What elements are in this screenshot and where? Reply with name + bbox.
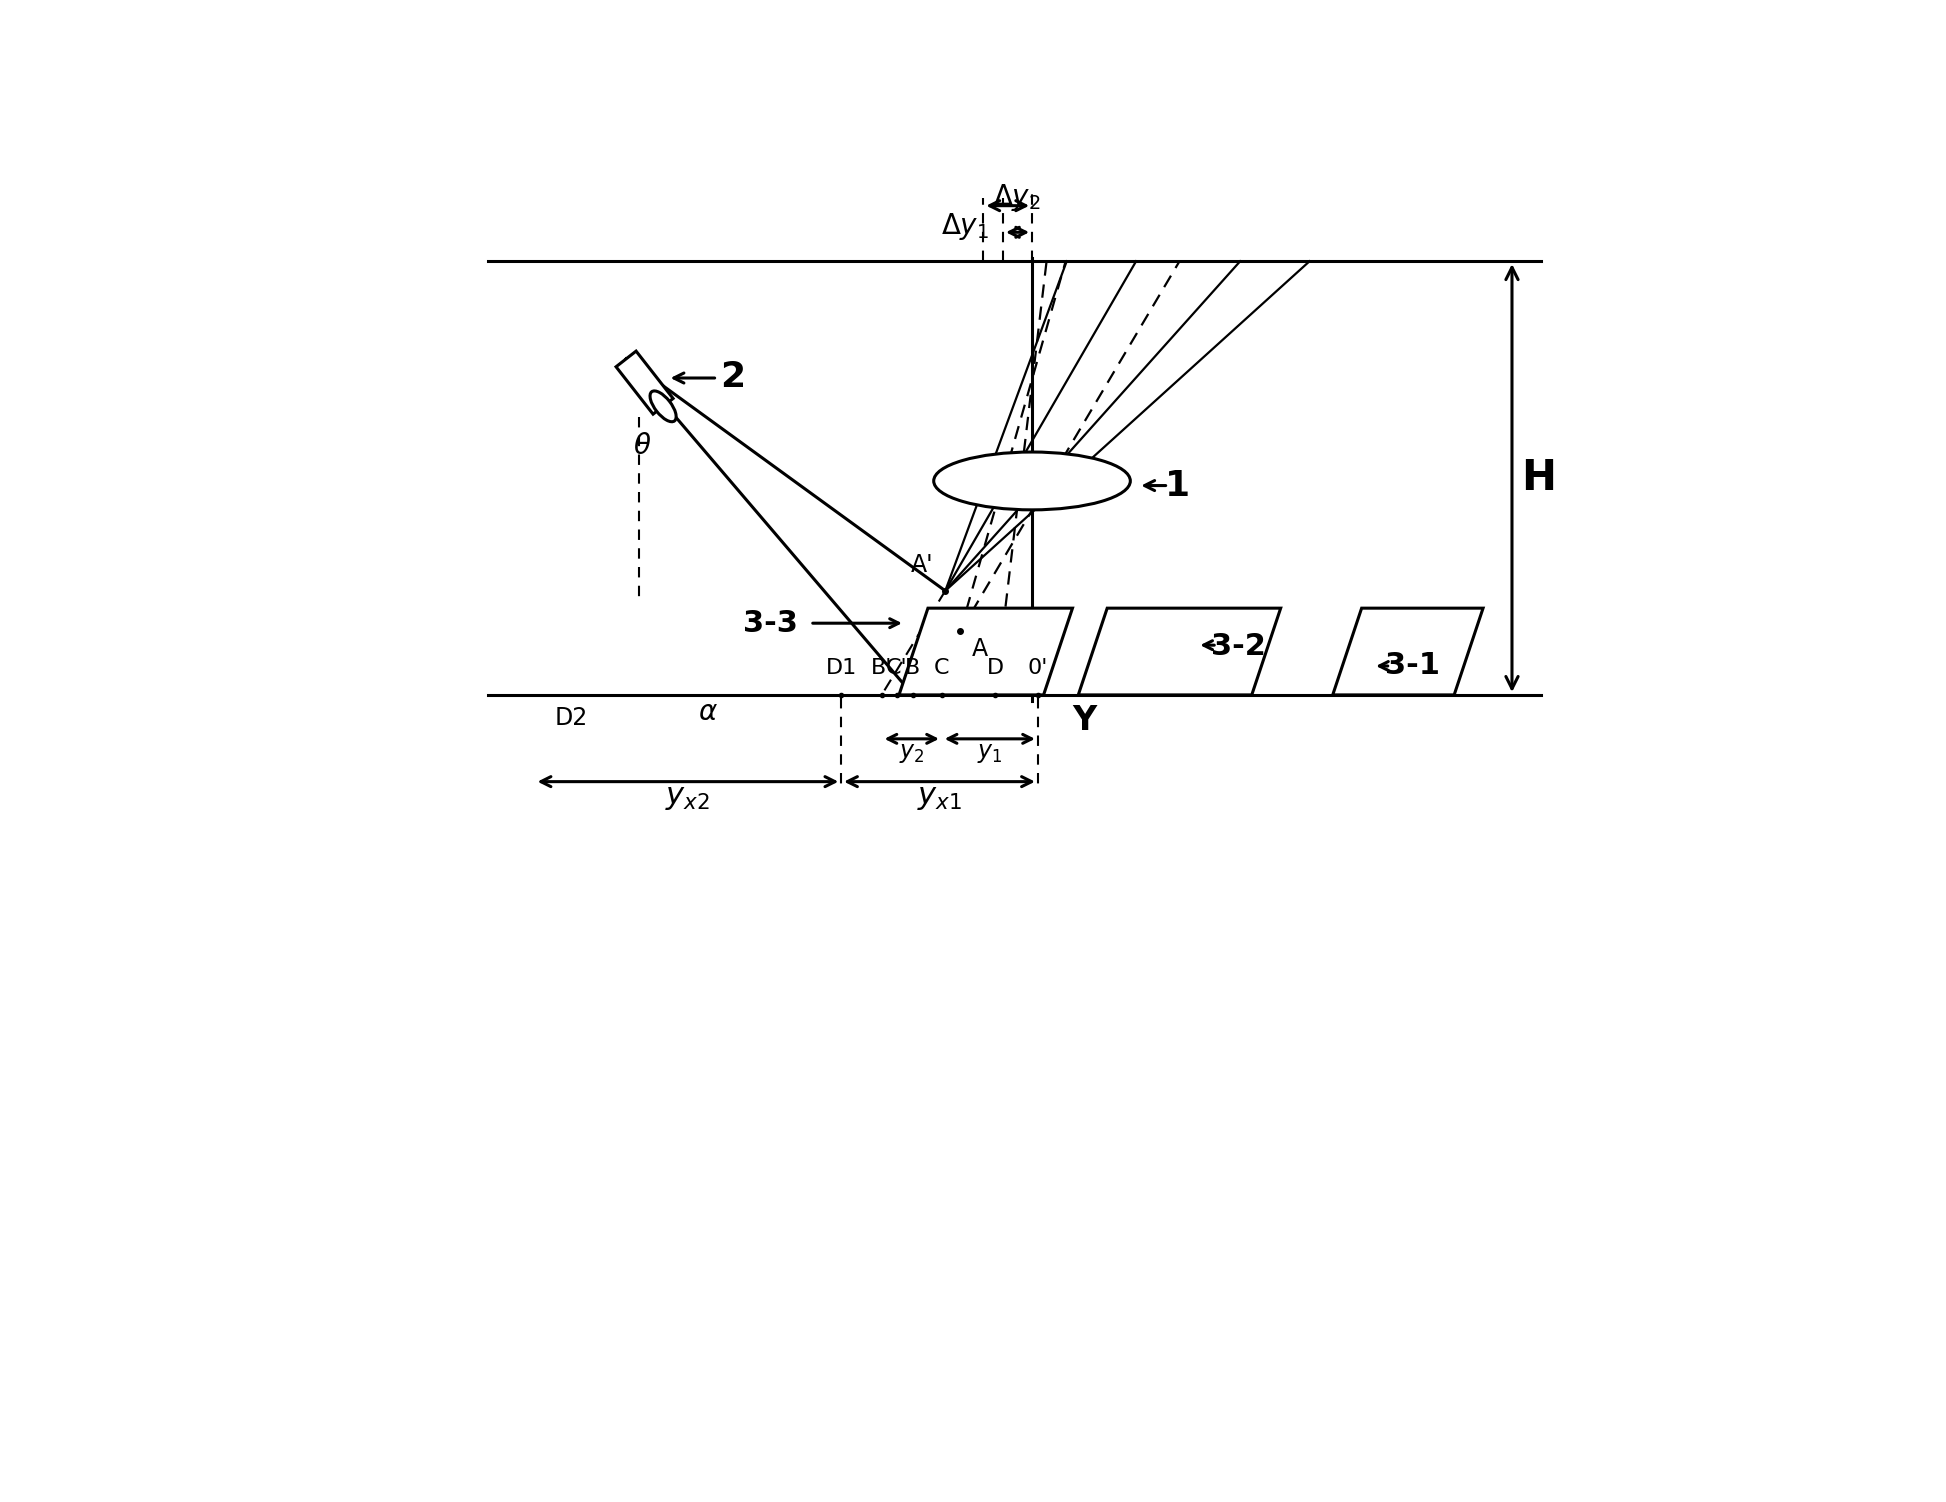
Text: 3-3: 3-3: [743, 608, 798, 638]
Text: 3-2: 3-2: [1210, 632, 1267, 661]
Text: $y_{x1}$: $y_{x1}$: [917, 784, 961, 813]
Text: 1: 1: [1166, 469, 1191, 503]
Text: $y_1$: $y_1$: [977, 740, 1002, 765]
Polygon shape: [617, 351, 673, 415]
Polygon shape: [899, 608, 1072, 695]
Text: A: A: [971, 637, 989, 661]
Text: B': B': [872, 658, 893, 677]
Text: Y: Y: [1072, 704, 1098, 737]
Text: 0': 0': [1027, 658, 1049, 677]
Text: B: B: [905, 658, 920, 677]
Polygon shape: [1078, 608, 1280, 695]
Text: $y_2$: $y_2$: [899, 740, 924, 765]
Text: D2: D2: [555, 706, 588, 730]
Text: $\theta$: $\theta$: [632, 433, 652, 460]
Text: C': C': [885, 658, 907, 677]
Text: o: o: [1037, 473, 1053, 497]
Text: $\Delta y_1$: $\Delta y_1$: [942, 210, 989, 242]
Text: $y_{x2}$: $y_{x2}$: [666, 784, 710, 813]
Text: $\Delta y_2$: $\Delta y_2$: [992, 182, 1041, 213]
Text: $\alpha$: $\alpha$: [699, 698, 718, 727]
Text: C: C: [934, 658, 950, 677]
Text: H: H: [1522, 457, 1557, 499]
Text: D: D: [987, 658, 1004, 677]
Text: 3-1: 3-1: [1386, 652, 1440, 680]
Text: D1: D1: [825, 658, 856, 677]
Ellipse shape: [650, 391, 675, 422]
Text: A': A': [911, 553, 934, 577]
Polygon shape: [1333, 608, 1483, 695]
Text: 2: 2: [720, 360, 745, 394]
Ellipse shape: [934, 452, 1131, 509]
